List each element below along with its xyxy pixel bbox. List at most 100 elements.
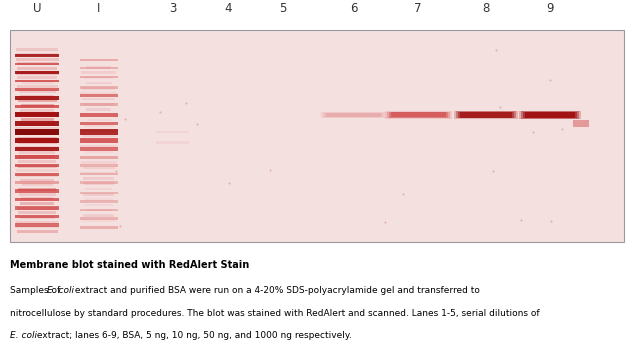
Bar [19,155,55,158]
Bar [15,63,60,65]
Bar [79,76,118,78]
Bar [19,90,56,93]
Bar [83,219,115,222]
Bar [80,130,118,132]
Text: extract and purified BSA were run on a 4-20% SDS-polyacrylamide gel and transfer: extract and purified BSA were run on a 4… [72,286,480,295]
Bar [20,178,54,182]
Bar [19,211,56,214]
Bar [86,108,111,111]
Bar [17,67,57,70]
Bar [84,151,113,153]
Bar [79,201,118,203]
Bar [18,160,56,163]
Bar [15,198,60,201]
Bar [456,111,516,118]
Bar [16,174,58,177]
Bar [15,105,60,108]
Bar [81,161,117,164]
Bar [85,188,112,190]
Bar [15,206,60,210]
Bar [521,111,579,119]
Bar [79,113,118,117]
Bar [79,86,118,89]
Bar [81,140,116,143]
Bar [79,192,118,194]
Bar [20,123,55,126]
Bar [19,188,56,191]
Bar [84,77,113,79]
Bar [20,104,54,107]
Bar [15,223,60,227]
Text: U: U [33,2,42,15]
Bar [16,169,59,172]
Bar [80,114,117,116]
Bar [15,57,59,61]
Bar [83,193,115,196]
Bar [15,80,60,83]
Bar [81,172,117,174]
Bar [19,150,55,154]
Bar [84,204,113,206]
Text: nitrocellulose by standard procedures. The blot was stained with RedAlert and sc: nitrocellulose by standard procedures. T… [10,309,540,318]
Bar [79,164,118,167]
Bar [83,214,114,217]
Bar [84,198,113,201]
Bar [20,216,54,219]
Bar [21,118,54,121]
Bar [525,112,575,118]
Bar [15,181,60,184]
Bar [17,146,58,149]
Bar [20,202,54,205]
Bar [83,167,115,169]
Bar [326,113,381,117]
Bar [523,112,577,118]
Bar [17,85,58,89]
Text: I: I [97,2,100,15]
Bar [15,96,60,100]
Bar [16,225,58,228]
Text: E. coli: E. coli [10,331,36,341]
Bar [385,111,452,119]
Bar [83,177,114,180]
Bar [15,189,60,193]
Bar [573,120,589,127]
Bar [84,182,113,185]
Bar [86,82,111,84]
Text: 4: 4 [224,2,232,15]
Bar [15,138,60,143]
Bar [84,124,113,127]
Bar [320,112,387,118]
Bar [156,131,189,133]
Bar [17,164,57,168]
Bar [79,129,118,135]
Text: 3: 3 [169,2,176,15]
Bar [17,53,58,56]
Bar [388,112,448,118]
Bar [15,121,60,126]
Bar [79,67,118,69]
Bar [390,112,446,118]
Bar [454,111,518,119]
Bar [458,112,514,118]
Bar [22,183,53,186]
Text: 9: 9 [547,2,554,15]
Bar [15,88,60,91]
Bar [80,156,117,159]
Bar [322,112,385,118]
Bar [10,30,624,242]
Bar [15,215,60,218]
Bar [79,173,118,175]
Bar [15,129,60,135]
Bar [17,48,58,51]
Bar [519,111,581,119]
Bar [81,71,116,74]
Bar [79,59,118,61]
Bar [83,87,115,90]
Bar [15,155,60,159]
Bar [156,141,189,144]
Bar [80,92,117,95]
Bar [15,147,60,151]
Text: Membrane blot stained with RedAlert Stain: Membrane blot stained with RedAlert Stai… [10,260,249,270]
Bar [18,141,57,144]
Text: 5: 5 [279,2,287,15]
